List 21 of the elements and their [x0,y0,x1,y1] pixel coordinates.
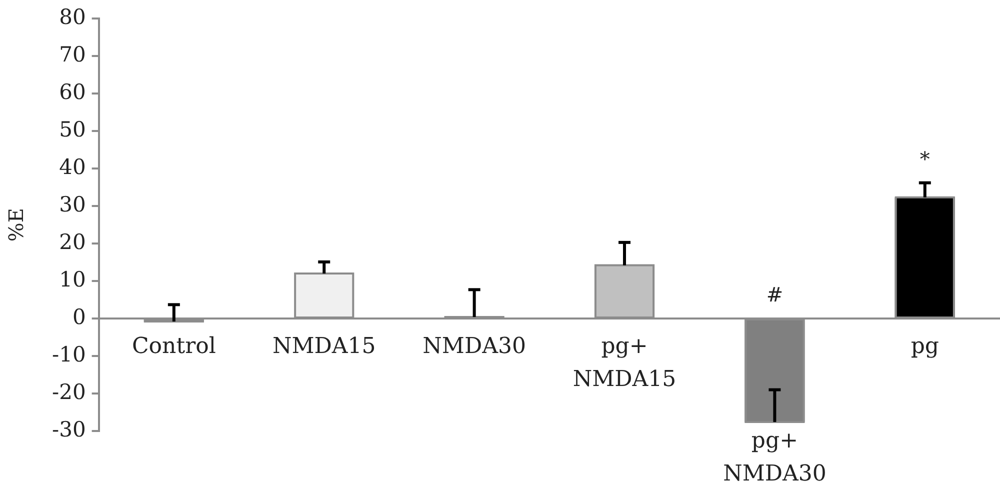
x-tick-label: Control [132,334,216,360]
annotation: # [766,282,784,307]
y-tick-label: -20 [52,380,86,404]
x-tick-label: pg [910,334,939,360]
annotation: * [920,147,930,172]
x-tick-label: NMDA15 [272,334,376,360]
y-tick-label: 40 [59,155,86,180]
y-tick-label: 30 [59,192,86,217]
y-tick-label: 10 [59,267,86,292]
x-tick-label: NMDA30 [422,334,526,360]
y-tick-label: 60 [59,80,86,104]
y-tick-label: 70 [59,42,86,67]
y-tick-label: 0 [72,304,86,329]
y-axis-title: %E [4,208,28,242]
y-tick-label: 80 [59,5,86,30]
y-tick-label: -10 [52,342,86,366]
y-tick-label: -30 [52,417,86,442]
y-tick-label: 50 [59,118,86,142]
y-tick-label: 20 [59,230,86,254]
x-tick-label: pg+ NMDA15 [572,334,676,392]
x-tick-label: pg+ NMDA30 [723,428,826,487]
